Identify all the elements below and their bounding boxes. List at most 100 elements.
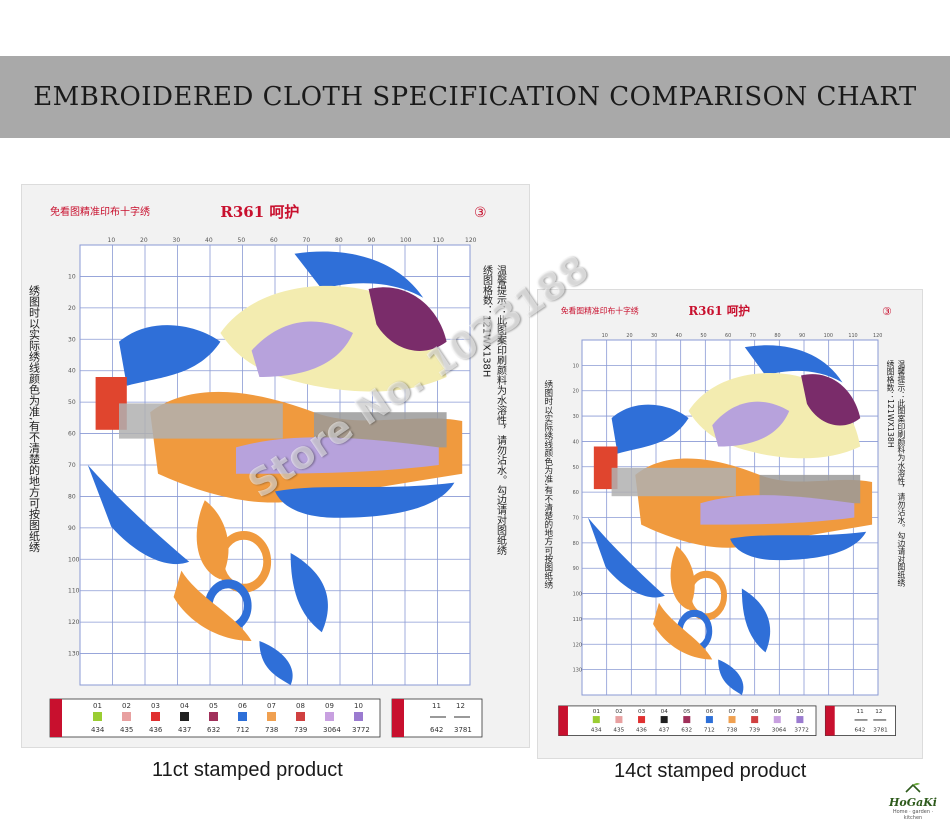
legend-swatch [296,712,305,721]
legend-code: 3772 [794,728,809,734]
ruler-left-label: 60 [573,490,579,496]
extra-legend [391,698,483,738]
legend-swatch [354,712,363,721]
ruler-top-label: 80 [335,237,343,244]
pattern-code: R361 呵护 [220,203,299,221]
legend-swatch [325,712,334,721]
legend-code: 712 [236,726,249,734]
motif-blue-band [275,482,455,518]
legend-number: 05 [209,702,218,710]
sheet-11ct: 免看图精准印布十字绣 R361 呵护 ③ 10 20 30 40 50 60 70 80 90 100 1… [22,185,529,747]
motif-lavender [712,401,790,447]
legend-number: 08 [751,709,759,715]
legend-code: 632 [681,728,692,734]
pattern-sheet-11ct: 免看图精准印布十字绣 R361 呵护 ③10 20 30 40 50 60 70 80 90 100 1… [28,203,507,738]
ruler-left-label: 70 [573,516,579,522]
legend-number: 03 [638,709,646,715]
ruler-left-label: 120 [68,619,80,626]
embroidery-motif [587,345,873,695]
pattern-code: R361 呵护 [689,304,751,318]
ruler-top-label: 40 [205,237,213,244]
ruler-top-label: 100 [400,237,412,244]
legend-swatch [683,716,691,724]
legend-swatch [238,712,247,721]
ruler-top-label: 30 [173,237,181,244]
ruler-left-label: 130 [573,668,582,674]
note-label: 绣图时以实际绣线颜色为准,有不清楚的地方可按图纸绣 [28,285,41,553]
ruler-left-label: 10 [68,273,76,280]
size-label: 绣图格数：121WX138H [481,264,493,378]
motif-blue-wave [87,465,190,565]
ruler-top-label: 90 [368,237,376,244]
ruler-left-label: 50 [573,465,579,471]
ruler-top-label: 90 [799,333,805,339]
legend-number: 10 [354,702,363,710]
motif-blue-tail [290,553,328,633]
ruler-left-label: 20 [573,389,579,395]
legend-tag [558,705,568,736]
motif-lavender [251,321,353,377]
ruler-left-label: 110 [68,588,80,595]
legend-code: 437 [178,726,191,734]
title-banner: EMBROIDERED CLOTH SPECIFICATION COMPARIS… [0,56,950,138]
legend-code: 3064 [323,726,341,734]
legend-code: 435 [613,728,624,734]
extra-legend-code: 3781 [873,728,888,734]
legend-swatch [267,712,276,721]
ruler-top-label: 110 [433,237,445,244]
ruler-left-label: 10 [573,363,579,369]
legend-code: 3064 [772,728,787,734]
legend-swatch [122,712,131,721]
ruler-left-label: 80 [573,541,579,547]
ruler-top-label: 40 [676,333,682,339]
ruler-top-label: 10 [108,237,116,244]
extra-legend-tag [392,699,404,737]
extra-legend-tag [825,705,835,736]
extra-legend-number: 12 [875,709,883,715]
motif-blue-left [119,325,221,386]
ruler-left-label: 50 [68,399,76,406]
ruler-left-label: 80 [68,493,76,500]
legend-code: 712 [704,728,715,734]
motif-orange-tail [653,602,713,660]
ruler-left-label: 40 [573,439,579,445]
motif-purple [801,374,861,426]
extra-legend-number: 12 [456,702,465,710]
sheet-badge: ③ [474,205,487,221]
legend-code: 437 [659,728,670,734]
legend-swatch [796,716,804,724]
motif-lavender-band [700,495,855,525]
legend-number: 05 [683,709,691,715]
note-label: 绣图时以实际绣线颜色为准,有不清楚的地方可按图纸绣 [543,379,553,590]
legend-number: 10 [796,709,804,715]
legend-number: 01 [93,702,102,710]
legend-code: 738 [265,726,278,734]
legend-code: 434 [91,726,105,734]
ruler-top-label: 110 [848,333,857,339]
ruler-top-label: 50 [700,333,706,339]
legend-swatch [615,716,623,724]
size-label: 绣图格数：121WX138H [886,359,895,448]
legend-swatch [728,716,736,724]
extra-legend-number: 11 [857,709,865,715]
house-leaf-icon [905,783,921,793]
pattern-sheet-14ct: 免看图精准印布十字绣 R361 呵护 ③10 20 30 40 50 60 70 80 90 100 1… [543,304,906,736]
motif-grey-band-left [611,467,736,497]
ruler-top-label: 60 [270,237,278,244]
ruler-left-label: 30 [68,336,76,343]
legend-number: 06 [238,702,247,710]
page-title: EMBROIDERED CLOTH SPECIFICATION COMPARIS… [33,82,917,112]
embroidery-motif [87,251,463,685]
legend-code: 436 [149,726,163,734]
ruler-top-label: 80 [774,333,780,339]
motif-orange-tail [173,570,252,641]
legend-swatch [180,712,189,721]
extra-legend-code: 642 [855,728,866,734]
header-cn: 免看图精准印布十字绣 [50,205,150,218]
legend-number: 02 [615,709,623,715]
ruler-left-label: 110 [573,617,582,623]
legend-swatch [751,716,759,724]
header-cn: 免看图精准印布十字绣 [561,305,639,315]
ruler-top-label: 100 [824,333,833,339]
ruler-left-label: 100 [68,556,80,563]
